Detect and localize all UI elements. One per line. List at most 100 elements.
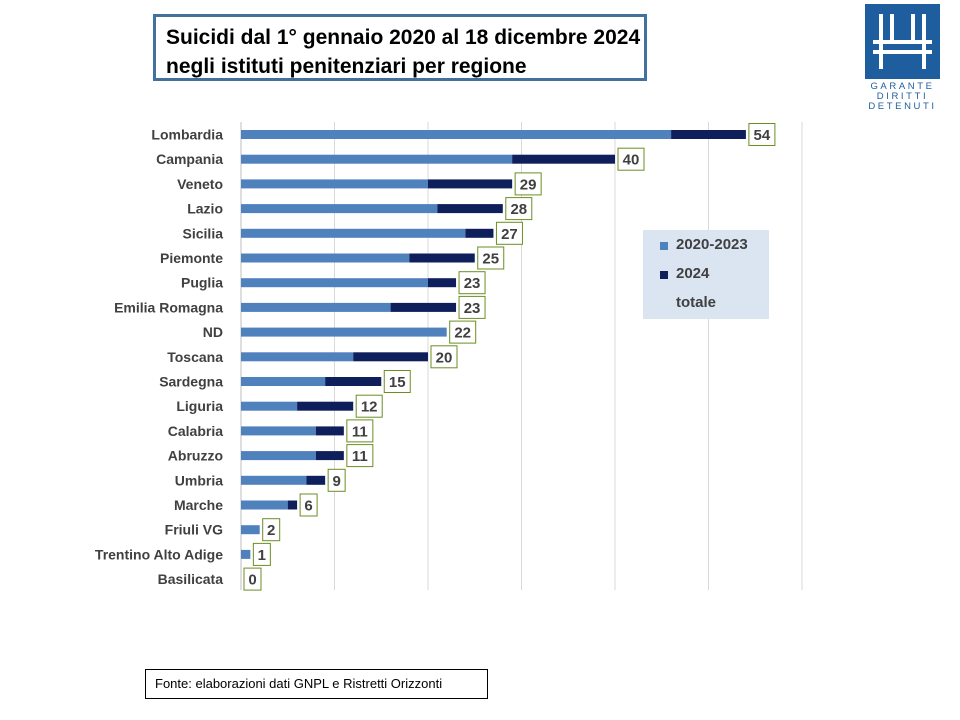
bar-2024 xyxy=(465,228,494,238)
legend-swatch-2020-2023 xyxy=(660,242,668,250)
total-label: 20 xyxy=(436,349,453,366)
category-label: Trentino Alto Adige xyxy=(95,546,223,562)
chart-legend: 2020-2023 2024 totale xyxy=(643,230,769,319)
garante-logo: GARANTE DIRITTI DETENUTI xyxy=(865,4,940,114)
category-label: Liguria xyxy=(176,398,223,414)
bar-2020-2023 xyxy=(241,179,428,189)
total-label: 15 xyxy=(389,374,406,391)
category-label: Basilicata xyxy=(158,571,224,587)
logo-wordmark: GARANTE DIRITTI DETENUTI xyxy=(865,82,940,112)
category-label: Sardegna xyxy=(159,374,223,390)
total-label: 25 xyxy=(482,251,499,268)
total-label: 12 xyxy=(361,399,378,416)
bar-2020-2023 xyxy=(241,327,447,337)
category-label: Sicilia xyxy=(183,225,224,241)
total-label: 6 xyxy=(304,498,312,515)
bar-2020-2023 xyxy=(241,426,316,436)
total-label: 22 xyxy=(454,325,471,342)
total-label-box xyxy=(514,172,542,196)
total-label: 23 xyxy=(464,275,481,292)
bar-2024 xyxy=(315,451,344,461)
total-label: 23 xyxy=(464,300,481,317)
category-label: Veneto xyxy=(177,176,223,192)
category-label: Lazio xyxy=(187,201,223,217)
category-label: Campania xyxy=(156,151,223,167)
bar-2020-2023 xyxy=(241,451,316,461)
chart-title-line1: Suicidi dal 1° gennaio 2020 al 18 dicemb… xyxy=(166,26,641,49)
total-label-box xyxy=(299,493,318,517)
bar-2024 xyxy=(306,475,326,485)
logo-line: DETENUTI xyxy=(868,101,937,112)
bar-2024 xyxy=(325,377,382,386)
category-label: Friuli VG xyxy=(165,522,223,538)
total-label-box xyxy=(262,518,281,542)
chart-title-box: Suicidi dal 1° gennaio 2020 al 18 dicemb… xyxy=(153,14,647,81)
category-label: Toscana xyxy=(167,349,223,365)
total-label-box xyxy=(346,444,374,468)
bar-2020-2023 xyxy=(241,377,326,386)
bar-2024 xyxy=(287,500,298,510)
bar-2024 xyxy=(297,401,354,411)
category-label: Abruzzo xyxy=(168,448,223,464)
bar-2020-2023 xyxy=(241,130,672,139)
total-label: 11 xyxy=(352,423,368,440)
bar-2024 xyxy=(512,154,615,164)
category-label: Umbria xyxy=(175,472,223,488)
category-label: Lombardia xyxy=(151,127,223,143)
logo-line: GARANTE xyxy=(870,81,935,92)
total-label: 54 xyxy=(754,127,771,144)
total-label-box xyxy=(252,542,271,566)
bar-2020-2023 xyxy=(241,500,288,510)
logo-line: DIRITTI xyxy=(876,91,929,102)
total-label: 1 xyxy=(258,547,266,564)
bar-2024 xyxy=(428,179,513,189)
bar-2020-2023 xyxy=(241,154,513,164)
bar-2024 xyxy=(315,426,344,436)
category-label: Piemonte xyxy=(160,250,223,266)
bar-2020-2023 xyxy=(241,278,428,288)
total-label-box xyxy=(495,221,523,245)
bar-2020-2023 xyxy=(241,302,391,312)
total-label: 2 xyxy=(267,522,275,539)
bar-2020-2023 xyxy=(241,401,298,411)
total-label-box xyxy=(430,345,458,369)
bar-2020-2023 xyxy=(241,204,438,214)
bar-2024 xyxy=(437,204,503,214)
bar-2024 xyxy=(353,352,428,362)
category-label: Emilia Romagna xyxy=(114,299,223,315)
total-label-box xyxy=(617,147,645,171)
source-note: Fonte: elaborazioni dati GNPL e Ristrett… xyxy=(145,669,488,699)
legend-label: totale xyxy=(676,294,717,311)
bar-2020-2023 xyxy=(241,352,354,362)
category-label: ND xyxy=(203,324,223,340)
bar-2020-2023 xyxy=(241,549,251,559)
total-label-box xyxy=(748,123,776,146)
total-label-box xyxy=(477,246,505,270)
bar-2020-2023 xyxy=(241,525,260,535)
legend-label: 2020-2023 xyxy=(676,236,748,253)
total-label: 27 xyxy=(501,226,518,243)
logo-emblem-icon xyxy=(865,4,940,79)
total-label: 28 xyxy=(510,201,527,218)
chart-title-line2: negli istituti penitenziari per regione xyxy=(166,55,527,78)
bar-2020-2023 xyxy=(241,253,410,263)
bar-2020-2023 xyxy=(241,475,307,485)
bar-2024 xyxy=(390,302,457,312)
category-label: Calabria xyxy=(168,423,223,439)
total-label-box xyxy=(243,567,262,591)
total-label: 40 xyxy=(623,152,640,169)
bar-2024 xyxy=(671,130,746,139)
total-label-box xyxy=(327,468,346,492)
category-label: Puglia xyxy=(181,275,223,291)
total-label-box xyxy=(383,370,411,393)
legend-swatch-2024 xyxy=(660,271,668,279)
total-label-box xyxy=(449,320,477,344)
bar-2024 xyxy=(428,278,457,288)
total-label: 11 xyxy=(352,448,368,465)
total-label: 0 xyxy=(248,572,256,589)
total-label-box xyxy=(355,394,383,418)
category-label: Marche xyxy=(174,497,223,513)
total-label: 29 xyxy=(520,176,537,193)
total-label-box xyxy=(458,271,486,295)
